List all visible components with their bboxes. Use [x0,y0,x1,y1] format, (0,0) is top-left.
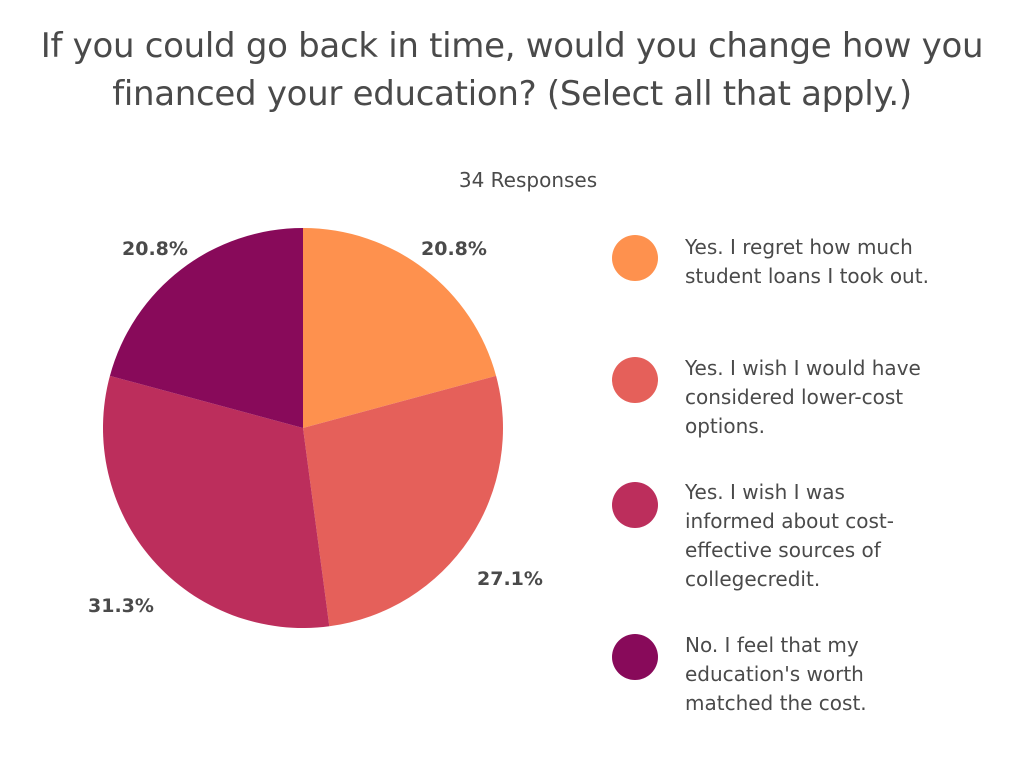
pie-slice-1 [303,228,497,428]
legend-label-line: matched the cost. [685,691,867,715]
legend-swatch [612,235,658,281]
legend-swatch [612,482,658,528]
slice-label-1: 20.8% [421,238,487,260]
legend-swatch [612,634,658,680]
legend-label: Yes. I wish I was informed about cost- e… [685,478,975,594]
legend-label-line: No. I feel that my [685,633,859,657]
pie-slice-2 [303,375,503,627]
slice-label-2: 27.1% [477,568,543,590]
response-count: 34 Responses [458,168,598,192]
pie-slice-4 [109,228,303,428]
legend-label: No. I feel that my education's worth mat… [685,631,975,718]
legend-label: Yes. I regret how much student loans I t… [685,233,975,291]
legend-label-line: Yes. I regret how much [685,235,913,259]
legend-label-line: Yes. I wish I would have [685,356,921,380]
slice-label-4: 20.8% [122,238,188,260]
legend-label-line: considered lower-cost [685,385,904,409]
legend-swatch [612,357,658,403]
legend-label-line: student loans I took out. [685,264,929,288]
slice-label-3: 31.3% [88,595,154,617]
pie-slice-3 [102,375,330,628]
legend-label-line: effective sources of [685,538,881,562]
chart-title: If you could go back in time, would you … [30,22,994,118]
legend-label-line: Yes. I wish I was [685,480,845,504]
chart-title-line: financed your education? (Select all tha… [112,74,912,114]
legend-label-line: collegecredit. [685,567,821,591]
legend-label: Yes. I wish I would have considered lowe… [685,354,975,441]
chart-title-line: If you could go back in time, would you … [40,26,984,66]
legend-label-line: education's worth [685,662,864,686]
legend-label-line: options. [685,414,766,438]
legend-label-line: informed about cost- [685,509,894,533]
